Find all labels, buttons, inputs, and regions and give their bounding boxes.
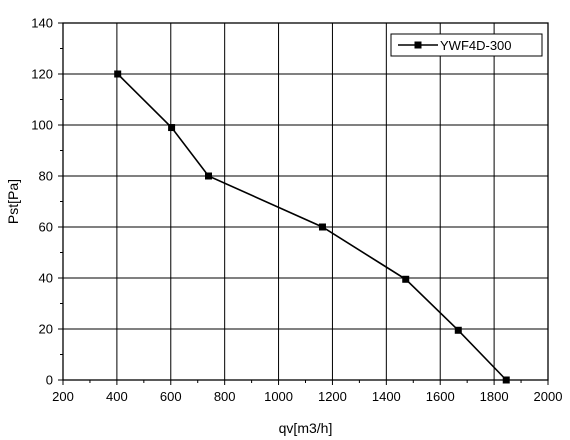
x-tick-label: 1200 — [318, 389, 347, 404]
axis-ticks — [58, 22, 549, 385]
x-tick-label: 800 — [214, 389, 236, 404]
legend: YWF4D-300 — [390, 33, 543, 57]
data-point-marker — [114, 70, 122, 78]
y-tick-label: 140 — [31, 16, 53, 31]
y-axis-tick-labels: 0 20 40 60 80 100 120 140 — [31, 16, 53, 388]
y-tick-label: 100 — [31, 118, 53, 133]
series-layer — [114, 70, 510, 384]
data-point-marker — [454, 326, 462, 334]
y-tick-label: 60 — [39, 220, 53, 235]
data-point-marker — [318, 223, 326, 231]
x-tick-label: 2000 — [534, 389, 563, 404]
x-tick-label: 200 — [52, 389, 74, 404]
x-tick-label: 400 — [106, 389, 128, 404]
data-point-marker — [502, 376, 510, 384]
plot-area-frame — [62, 22, 549, 381]
x-tick-label: 1600 — [426, 389, 455, 404]
data-point-marker — [168, 124, 176, 132]
data-point-marker — [205, 172, 212, 180]
x-axis-tick-labels: 200 400 600 800 1000 1200 1400 1600 1800 2000 — [52, 389, 562, 404]
y-tick-label: 20 — [39, 322, 53, 337]
x-axis-title: qv[m3/h] — [279, 420, 333, 436]
x-tick-label: 600 — [160, 389, 182, 404]
legend-label: YWF4D-300 — [440, 38, 512, 53]
grid-lines — [63, 23, 548, 380]
legend-square-marker — [414, 41, 422, 49]
legend-box — [390, 33, 543, 57]
y-tick-label: 0 — [46, 373, 53, 388]
x-tick-label: 1000 — [264, 389, 293, 404]
data-point-marker — [402, 275, 410, 283]
x-tick-label: 1800 — [480, 389, 509, 404]
y-axis-title: Pst[Pa] — [5, 179, 21, 224]
y-tick-label: 120 — [31, 67, 53, 82]
x-tick-label: 1400 — [372, 389, 401, 404]
y-tick-label: 40 — [39, 271, 53, 286]
y-tick-label: 80 — [39, 169, 53, 184]
